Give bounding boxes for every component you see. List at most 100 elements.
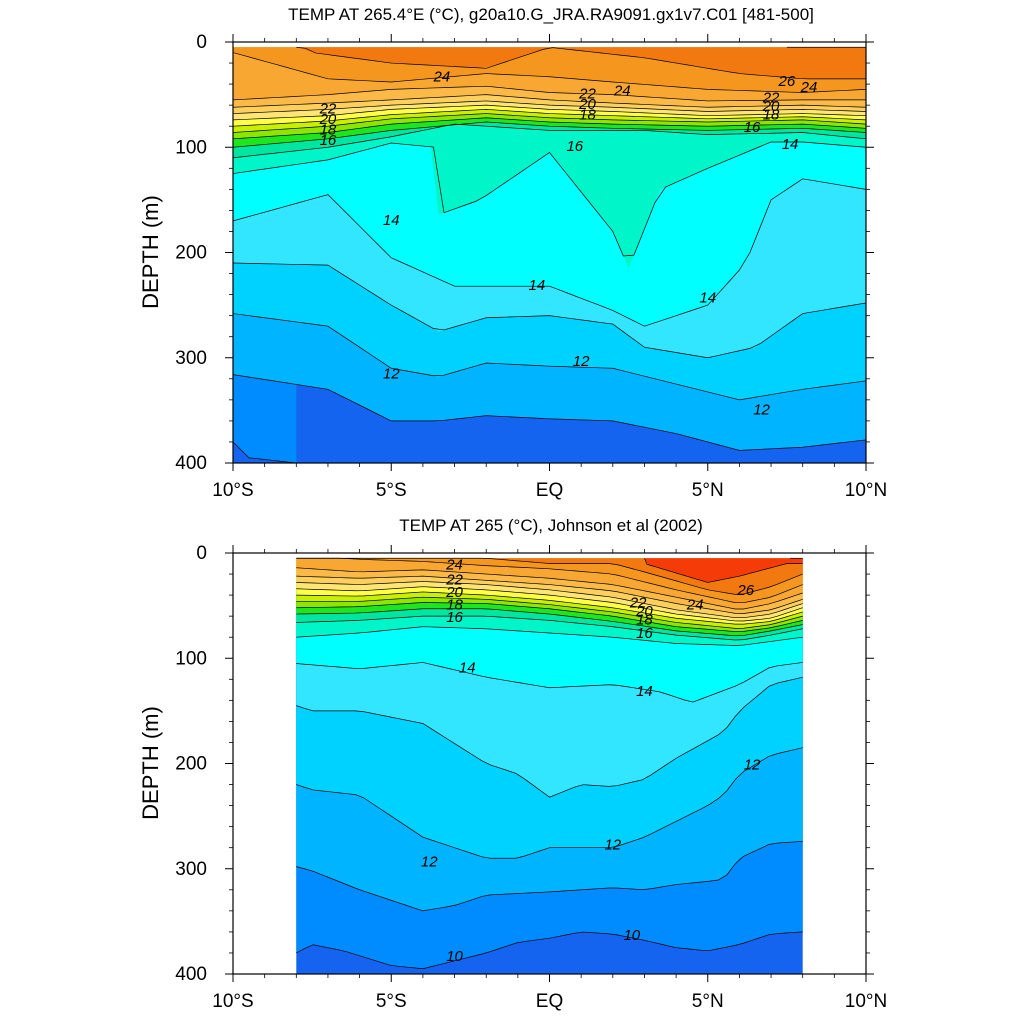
isotherm-25	[233, 52, 866, 93]
y-tick-label: 200	[175, 754, 207, 775]
contour-label: 20	[445, 584, 463, 601]
isotherm-17	[296, 608, 803, 637]
contour-label: 22	[629, 594, 647, 611]
isotherm-27	[644, 558, 803, 583]
isotherm-20	[233, 109, 866, 127]
x-tick-label: 5°S	[376, 991, 407, 1012]
x-tick-label: EQ	[536, 991, 563, 1012]
contour-label: 24	[686, 597, 704, 614]
panel-2-y-axis-label: DEPTH (m)	[138, 706, 163, 820]
isotherm-15	[233, 141, 866, 257]
contour-label: 16	[566, 138, 583, 155]
panel-2-contour-lines	[296, 557, 803, 970]
contour-label: 18	[636, 611, 653, 628]
contour-label: 10	[623, 927, 640, 944]
isotherm-13	[233, 262, 866, 359]
isotherm-12	[233, 313, 866, 401]
y-tick-label: 400	[175, 453, 207, 474]
contour-label: 18	[320, 121, 337, 138]
x-tick-label: EQ	[536, 480, 563, 501]
contour-label: 24	[613, 82, 631, 99]
contour-label: 16	[320, 132, 337, 149]
y-tick-label: 0	[196, 32, 207, 53]
panel-1-title: TEMP AT 265.4°E (°C), g20a10.G_JRA.RA909…	[288, 5, 814, 24]
isotherm-23	[233, 94, 866, 108]
contour-label: 18	[446, 597, 463, 614]
panel-1-y-axis: 0 100 200 300 400	[175, 32, 874, 474]
x-tick-label: 5°S	[376, 480, 407, 501]
contour-label: 24	[800, 79, 818, 96]
panel-1-x-axis: 10°S 5°S EQ 5°N 10°N	[212, 34, 887, 501]
x-tick-label: 10°S	[212, 991, 253, 1012]
contour-label: 20	[762, 98, 780, 115]
contour-label: 22	[319, 100, 337, 117]
y-tick-label: 300	[175, 348, 207, 369]
panel-2-fills	[296, 558, 803, 974]
contour-label: 26	[736, 582, 754, 599]
contour-label: 12	[604, 836, 621, 853]
contour-label: 26	[778, 73, 796, 90]
isotherm-20	[296, 591, 803, 625]
x-tick-label: 10°N	[845, 480, 887, 501]
contour-label: 16	[744, 119, 761, 136]
contour-label: 22	[578, 86, 596, 103]
y-tick-label: 400	[175, 964, 207, 985]
panel-1-contour-lines	[233, 46, 866, 463]
contour-label: 12	[573, 353, 590, 370]
x-tick-label: 10°N	[845, 991, 887, 1012]
contour-label: 18	[763, 107, 780, 124]
isotherm-15	[296, 626, 803, 646]
y-tick-label: 200	[175, 243, 207, 264]
panel-2-x-axis: 10°S 5°S EQ 5°N 10°N	[212, 545, 887, 1012]
isotherm-14	[296, 662, 803, 703]
x-tick-label: 10°S	[212, 480, 253, 501]
contour-label: 10	[446, 948, 463, 965]
panel-2-title: TEMP AT 265 (°C), Johnson et al (2002)	[399, 516, 703, 535]
isotherm-11	[296, 841, 803, 912]
isotherm-14	[233, 178, 866, 327]
isotherm-24	[233, 85, 866, 102]
contour-label: 22	[445, 571, 463, 588]
isotherm-19	[233, 113, 866, 133]
contour-label: 14	[383, 212, 400, 229]
isotherm-22	[296, 581, 803, 619]
isotherm-25	[296, 557, 803, 604]
contour-label: 12	[744, 757, 761, 774]
x-tick-label: 5°N	[692, 480, 724, 501]
isotherm-24	[296, 567, 803, 610]
contour-label: 12	[383, 365, 400, 382]
contour-label: 18	[579, 107, 596, 124]
panel-1: TEMP AT 265.4°E (°C), g20a10.G_JRA.RA909…	[138, 5, 887, 501]
isotherm-10	[233, 441, 297, 463]
contour-label: 16	[446, 609, 463, 626]
x-tick-label: 5°N	[692, 991, 724, 1012]
isotherm-19	[296, 596, 803, 629]
isotherm-17	[233, 121, 866, 148]
contour-label: 20	[319, 111, 337, 128]
contour-label: 14	[699, 290, 716, 307]
contour-label: 24	[445, 557, 463, 574]
isotherm-11	[233, 374, 866, 451]
isotherm-23	[296, 575, 803, 614]
y-tick-label: 0	[196, 543, 207, 564]
isotherm-13	[296, 676, 803, 798]
y-tick-label: 100	[175, 137, 207, 158]
contour-label: 20	[635, 603, 653, 620]
contour-label: 14	[636, 683, 653, 700]
contour-label: 14	[782, 136, 799, 153]
isotherm-12	[296, 747, 803, 859]
y-tick-label: 100	[175, 648, 207, 669]
y-tick-label: 300	[175, 859, 207, 880]
isotherm-10	[296, 931, 803, 970]
contour-label: 12	[753, 401, 770, 418]
contour-label: 14	[528, 277, 545, 294]
panel-2: TEMP AT 265 (°C), Johnson et al (2002) 2…	[138, 516, 887, 1012]
isotherm-26	[296, 557, 803, 595]
contour-label: 20	[578, 96, 596, 113]
fill-region-27	[644, 558, 803, 583]
panel-2-y-axis: 0 100 200 300 400	[175, 543, 874, 985]
isotherm-21	[233, 104, 866, 121]
